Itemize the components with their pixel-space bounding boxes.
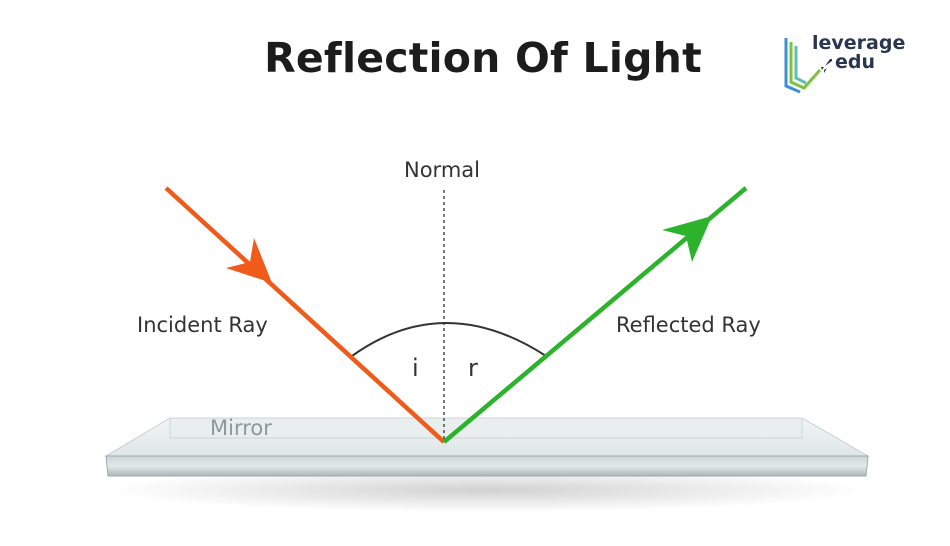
angle-of-reflection-label: r — [468, 354, 478, 382]
incident-ray-label: Incident Ray — [137, 313, 268, 337]
logo-text-edu: edu — [835, 51, 876, 73]
page-title: Reflection Of Light — [264, 34, 702, 82]
mirror-shadow — [106, 468, 866, 512]
rocket-icon — [819, 59, 832, 73]
leverage-edu-logo: leverage edu — [782, 30, 922, 100]
angle-of-incidence-label: i — [412, 354, 419, 382]
mirror — [104, 417, 870, 477]
incident-arrowhead — [226, 238, 272, 283]
mirror-label: Mirror — [210, 416, 272, 440]
angle-arc — [351, 322, 547, 357]
logo-mark-icon — [784, 38, 822, 94]
incident-ray — [164, 186, 446, 444]
normal-label: Normal — [404, 158, 480, 182]
reflected-arrowhead — [662, 216, 712, 262]
reflected-ray-label: Reflected Ray — [616, 313, 761, 337]
logo-text-leverage: leverage — [812, 32, 906, 54]
